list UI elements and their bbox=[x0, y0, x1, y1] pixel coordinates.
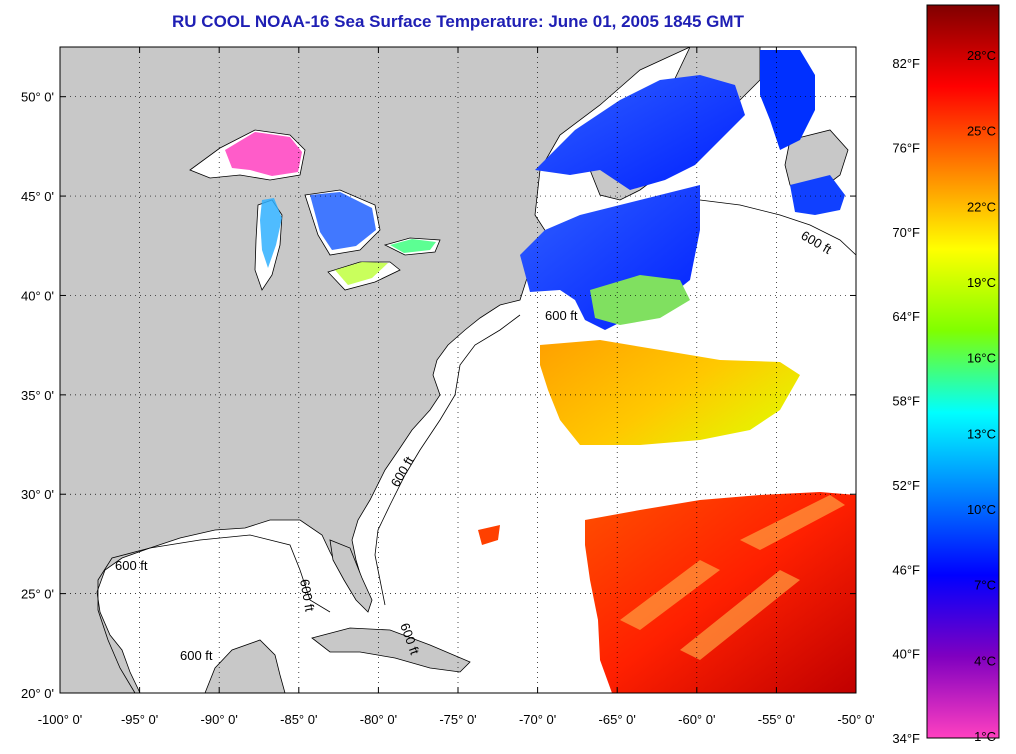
colorbar-celsius-label: 1°C bbox=[974, 729, 996, 744]
land-florida bbox=[329, 539, 373, 613]
sst-st-lawrence bbox=[535, 75, 745, 190]
latitude-label: 40° 0' bbox=[21, 288, 54, 303]
land-yucatan bbox=[204, 639, 286, 694]
contour-label: 600 ft bbox=[545, 308, 578, 323]
colorbar-celsius-label: 22°C bbox=[967, 199, 996, 214]
sst-lake-michigan bbox=[260, 198, 282, 268]
colorbar-celsius-label: 25°C bbox=[967, 124, 996, 139]
sst-map: 600 ft 600 ft 600 ft 600 ft 600 ft 600 f… bbox=[21, 46, 875, 727]
latitude-label: 20° 0' bbox=[21, 686, 54, 701]
isobath-600ft-atlantic bbox=[374, 314, 521, 606]
longitude-label: -75° 0' bbox=[439, 712, 476, 727]
sst-gulf-stream-north bbox=[540, 340, 800, 445]
sst-lake-superior bbox=[225, 132, 302, 176]
longitude-label: -90° 0' bbox=[201, 712, 238, 727]
latitude-label: 35° 0' bbox=[21, 388, 54, 403]
latitude-label: 50° 0' bbox=[21, 90, 54, 105]
latitude-labels: 20° 0' 25° 0' 30° 0' 35° 0' 40° 0' 45° 0' 50° … bbox=[21, 90, 54, 701]
contour-label: 600 ft bbox=[115, 558, 148, 573]
sst-slope-water bbox=[590, 275, 690, 325]
longitude-label: -50° 0' bbox=[837, 712, 874, 727]
sst-subtropical bbox=[585, 492, 856, 693]
longitude-label: -85° 0' bbox=[280, 712, 317, 727]
land-cuba bbox=[311, 627, 471, 673]
latitude-label: 25° 0' bbox=[21, 587, 54, 602]
longitude-label: -65° 0' bbox=[599, 712, 636, 727]
isobath-600ft-canada bbox=[699, 199, 857, 256]
colorbar-celsius-labels: 28°C 25°C 22°C 19°C 16°C 13°C 10°C 7°C 4°C 1°C bbox=[967, 48, 996, 744]
colorbar-celsius-label: 19°C bbox=[967, 275, 996, 290]
colorbar-celsius-label: 7°C bbox=[974, 578, 996, 593]
colorbar-celsius-label: 28°C bbox=[967, 48, 996, 63]
longitude-labels: -100° 0' -95° 0' -90° 0' -85° 0' -80° 0' -75°… bbox=[38, 712, 875, 727]
latitude-label: 30° 0' bbox=[21, 487, 54, 502]
sst-grand-banks bbox=[790, 175, 845, 215]
longitude-label: -80° 0' bbox=[360, 712, 397, 727]
colorbar-celsius-label: 16°C bbox=[967, 351, 996, 366]
longitude-label: -100° 0' bbox=[38, 712, 83, 727]
longitude-label: -60° 0' bbox=[678, 712, 715, 727]
longitude-label: -55° 0' bbox=[758, 712, 795, 727]
contour-label: 600 ft bbox=[180, 648, 213, 663]
contour-label: 600 ft bbox=[297, 578, 317, 613]
map-title: RU COOL NOAA-16 Sea Surface Temperature:… bbox=[172, 12, 744, 31]
sst-labrador bbox=[760, 50, 815, 150]
map-frame bbox=[59, 46, 857, 694]
longitude-label: -70° 0' bbox=[519, 712, 556, 727]
colorbar-gradient bbox=[926, 4, 1000, 739]
sst-lake-ontario bbox=[390, 239, 436, 253]
colorbar-celsius-label: 13°C bbox=[967, 426, 996, 441]
colorbar-celsius-label: 4°C bbox=[974, 653, 996, 668]
longitude-label: -95° 0' bbox=[121, 712, 158, 727]
colorbar-celsius-label: 10°C bbox=[967, 502, 996, 517]
isobath-600ft-gulf bbox=[97, 534, 331, 694]
sst-lake-erie bbox=[335, 262, 388, 285]
sst-small-patch bbox=[478, 525, 500, 545]
latitude-label: 45° 0' bbox=[21, 189, 54, 204]
sst-sargasso-streaks bbox=[620, 495, 845, 660]
sst-lake-huron bbox=[310, 192, 376, 250]
